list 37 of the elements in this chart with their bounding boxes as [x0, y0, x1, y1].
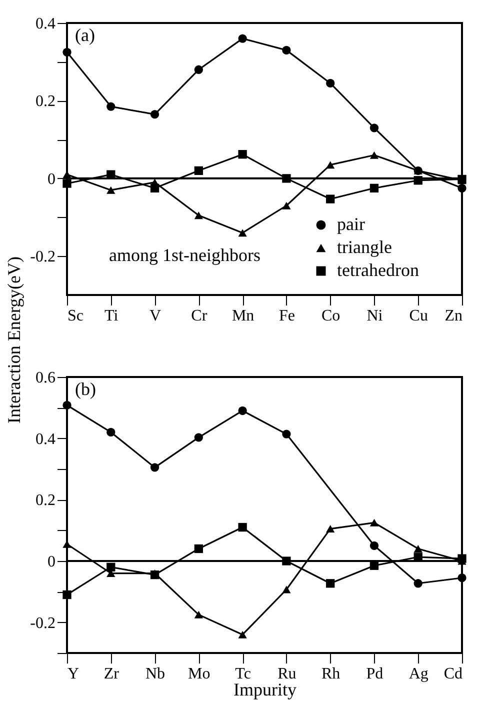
annotation: among 1st-neighbors — [109, 245, 260, 265]
x-tick-label: Mo — [188, 666, 210, 682]
x-axis-title: Impurity — [234, 680, 296, 700]
x-tick-label: Ru — [278, 666, 296, 682]
y-tick-label: 0 — [48, 170, 56, 188]
legend-label: triangle — [337, 237, 392, 257]
y-tick-label: 0.2 — [36, 492, 56, 510]
y-axis-title: Interaction Energy(eV) — [3, 255, 25, 426]
y-tick-label: -0.2 — [30, 614, 56, 632]
y-tick-label: 0.2 — [36, 93, 56, 110]
x-tick-label: Ag — [408, 666, 428, 682]
legend-label: tetrahedron — [337, 260, 419, 280]
y-tick-label: -0.2 — [30, 248, 56, 266]
x-tick-label: Y — [68, 666, 80, 682]
x-tick-label: Rh — [321, 666, 340, 682]
x-tick-label: Zr — [104, 666, 120, 682]
annotation: (a) — [75, 25, 95, 45]
x-tick-label: Cd — [444, 666, 462, 682]
y-tick-label: 0.4 — [36, 430, 56, 448]
x-tick-label: Fe — [278, 308, 295, 324]
y-tick-label: 0 — [48, 554, 56, 570]
x-tick-label: Tc — [235, 666, 251, 682]
y-tick-label: 0.6 — [36, 370, 56, 386]
x-tick-label: Cu — [409, 308, 428, 324]
x-tick-label: V — [149, 308, 162, 324]
x-tick-label: Nb — [145, 666, 166, 682]
x-tick-label: Zn — [444, 308, 462, 324]
x-tick-label: Mn — [232, 308, 254, 324]
x-tick-label: Sc — [68, 308, 84, 324]
y-tick-label: 0.4 — [36, 16, 56, 32]
legend-label: pair — [337, 214, 365, 234]
x-tick-label: Ni — [366, 308, 384, 324]
x-tick-label: Cr — [191, 308, 208, 324]
x-tick-label: Pd — [366, 666, 384, 682]
x-tick-label: Ti — [104, 308, 119, 324]
x-tick-label: Co — [321, 308, 340, 324]
annotation: (b) — [75, 379, 96, 399]
